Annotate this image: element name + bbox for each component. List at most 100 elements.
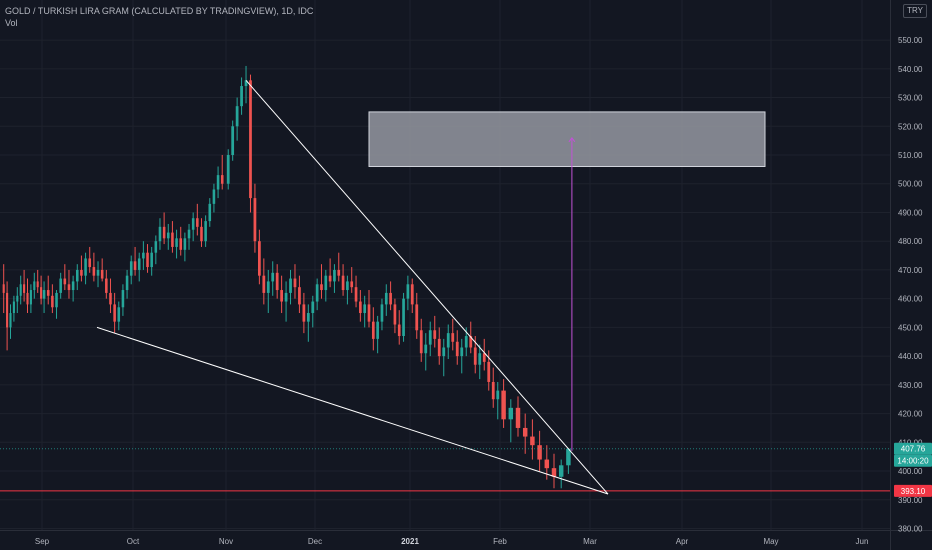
candle-body [26,292,29,305]
candle-body [75,269,79,282]
y-tick-label: 450.00 [898,323,923,332]
candle-body [515,407,521,428]
candle-body [121,290,125,308]
candle-body [105,278,108,293]
x-tick-label: Feb [493,537,507,546]
candle-body [341,275,345,291]
x-tick-label: May [763,537,778,546]
candle-body [446,333,450,348]
y-tick-label: 390.00 [898,496,923,505]
candle-body [315,284,319,302]
candle-body [354,287,358,302]
candle-body [63,278,67,285]
candle-body [175,238,178,247]
candle-body [249,80,252,199]
candle-body [183,238,187,250]
candle-body [166,232,170,239]
candle-body [302,304,306,322]
candle-body [235,106,239,127]
y-tick-label: 380.00 [898,525,923,534]
candle-body [113,304,116,322]
candle-body [92,267,96,276]
candle-body [2,284,5,293]
candle-body [109,292,112,305]
candle-body [191,218,195,230]
candle-body [544,459,550,469]
y-tick-label: 510.00 [898,151,923,160]
symbol-title[interactable]: GOLD / TURKISH LIRA GRAM (CALCULATED BY … [5,6,314,16]
candle-body [337,269,341,276]
candle-body [275,272,279,291]
candle-body [376,321,379,339]
candle-body [380,304,384,322]
candle-body [501,390,506,420]
candle-body [80,269,83,276]
candle-body [137,258,141,270]
candle-body [158,226,162,242]
candle-body [311,301,315,314]
candle-body [204,221,207,242]
candle-body [289,278,292,293]
candle-body [491,381,495,400]
y-tick-label: 460.00 [898,295,923,304]
y-tick-label: 480.00 [898,237,923,246]
candle-body [324,275,328,291]
x-tick-label: Oct [127,537,140,546]
candle-body [473,347,477,365]
currency-badge[interactable]: TRY [903,4,927,18]
candle-body [216,175,220,190]
candle-body [363,304,367,314]
candle-body [428,330,432,345]
candle-body [253,198,257,242]
candle-body [19,284,22,296]
y-tick-label: 400.00 [898,467,923,476]
y-tick-label: 550.00 [898,36,923,45]
candle-body [371,321,375,339]
y-tick-label: 440.00 [898,352,923,361]
candle-body [262,275,266,293]
y-tick-label: 420.00 [898,410,923,419]
candle-body [397,324,401,337]
candle-body [179,238,183,250]
candle-body [244,80,248,87]
candle-body [415,304,419,331]
candle-body [328,275,332,282]
candle-body [12,301,15,314]
last-price-text: 407.76 [901,445,926,454]
target-arrow-head [568,136,576,143]
x-tick-label: Nov [219,537,233,546]
candle-body [346,281,349,291]
candle-body [6,292,9,328]
candle-body [146,252,149,268]
volume-indicator-label[interactable]: Vol [5,18,18,28]
candle-body [171,232,174,247]
candle-body [384,292,388,305]
last-price-badge [894,442,932,455]
candle-body [187,229,191,239]
candle-body [280,290,284,302]
candle-body [487,361,491,382]
candle-body [433,330,437,339]
countdown-text: 14:00:20 [897,457,929,466]
candle-body [537,445,542,460]
candle-body [125,275,129,291]
candle-body [530,436,535,446]
candle-body [46,290,50,296]
candle-body [508,407,514,420]
candle-body [558,465,564,477]
candle-body [460,347,464,357]
candle-body [293,278,297,288]
candle-body [240,86,243,107]
candle-body [51,295,54,308]
candle-body [271,272,275,282]
candle-body [367,304,371,322]
candle-body [36,281,39,288]
candle-body [226,155,230,184]
y-tick-label: 530.00 [898,94,923,103]
candle-body [117,307,121,322]
candle-body [96,269,100,276]
candle-body [522,427,528,437]
y-tick-label: 430.00 [898,381,923,390]
